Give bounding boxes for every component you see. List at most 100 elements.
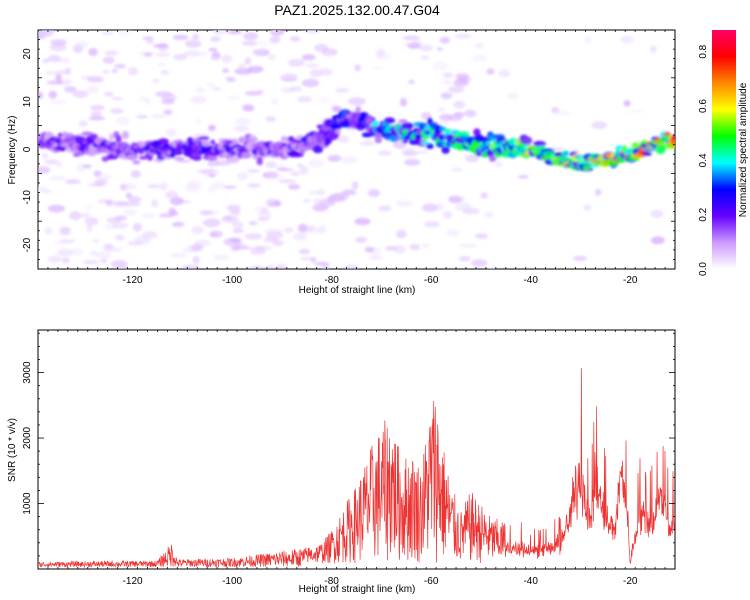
heatmap-noise-cell [327,154,342,162]
heatmap-noise-cell [351,181,359,190]
heatmap-noise-cell [160,70,170,75]
heatmap-noise-cell [55,74,62,82]
heatmap-noise-cell [257,217,270,222]
heatmap-noise-cell [487,265,496,269]
heatmap-noise-cell [111,222,129,229]
heatmap-noise-cell [92,238,100,244]
heatmap-ridge-cell [226,157,240,164]
heatmap-noise-cell [318,225,327,234]
heatmap-noise-cell [305,63,320,68]
heatmap-noise-cell [318,96,331,105]
heatmap-noise-cell [59,226,71,235]
heatmap-ridge-cell [355,106,362,113]
heatmap-noise-cell [97,199,115,204]
heatmap-noise-cell [111,96,123,101]
heatmap-noise-cell [102,69,110,74]
heatmap-noise-cell [290,172,300,176]
heatmap-ridge-cell [424,130,432,135]
heatmap-noise-cell [110,260,128,268]
heatmap-noise-cell [247,65,264,74]
x-tick-label: -80 [324,576,339,587]
heatmap-noise-cell [288,58,305,67]
heatmap-noise-cell [132,222,143,232]
heatmap-noise-cell [308,190,327,195]
heatmap-noise-cell [115,234,125,241]
x-tick-label: -120 [123,576,143,587]
heatmap-noise-cell [161,98,175,105]
heatmap-noise-cell [471,54,488,62]
heatmap-noise-cell [203,218,221,228]
heatmap-noise-cell [50,39,67,46]
y-tick-label: -10 [22,190,33,205]
heatmap-ridge-cell [312,145,324,154]
heatmap-noise-cell [451,167,463,173]
heatmap-noise-cell [101,31,114,36]
heatmap-ridge-cell [533,140,546,147]
heatmap-noise-cell [95,251,112,259]
snr-panel: -120 -100 -80 -60 -40 -20 1000 2000 3000 Height … [7,329,676,595]
heatmap-noise-cell [78,120,88,127]
heatmap-noise-cell [650,45,657,53]
heatmap-noise-cell [191,244,204,252]
heatmap-noise-cell [439,36,451,44]
heatmap-noise-cell [223,185,237,189]
heatmap-noise-cell [244,57,252,65]
heatmap-noise-cell [208,47,218,52]
heatmap-noise-cell [185,39,202,48]
heatmap-ridge-cell [238,136,246,144]
heatmap-noise-cell [337,135,350,144]
heatmap-noise-cell [385,246,398,251]
heatmap-noise-cell [354,217,371,226]
heatmap-noise-cell [89,250,98,256]
heatmap-noise-cell [594,189,602,196]
heatmap-ridge-cell [373,121,380,126]
colorbar-label: Normalized spectral amplitude [738,82,749,217]
heatmap-noise-cell [155,52,171,57]
heatmap-noise-cell [252,49,267,55]
heatmap-ridge-cell [121,130,130,140]
heatmap-noise-cell [184,182,201,192]
heatmap-noise-cell [437,121,451,124]
heatmap-noise-cell [64,86,77,93]
heatmap-noise-cell [650,236,665,245]
heatmap-noise-cell [168,207,177,216]
heatmap-noise-cell [229,237,242,243]
heatmap-noise-cell [440,92,453,99]
heatmap-noise-cell [190,95,207,104]
x-tick-label: -40 [523,576,538,587]
heatmap-noise-cell [377,150,392,156]
y-tick-label: 10 [22,96,33,108]
heatmap-noise-cell [47,54,61,63]
heatmap-noise-cell [86,76,104,83]
heatmap-noise-cell [48,90,58,99]
heatmap-noise-cell [243,32,259,41]
heatmap-noise-cell [213,254,230,261]
heatmap-ridge-cell [126,154,138,160]
heatmap-noise-cell [41,31,53,38]
heatmap-ridge-cell [115,135,122,143]
colorbar-tick-label: 0.0 [698,262,709,276]
heatmap-noise-cell [213,30,231,35]
heatmap-noise-cell [57,79,72,86]
heatmap-noise-cell [422,244,430,248]
heatmap-noise-cell [309,256,317,263]
heatmap-noise-cell [166,128,177,137]
heatmap-ridge-cell [252,154,258,160]
heatmap-ridge-cell [401,122,414,130]
heatmap-ridge-cell [197,136,210,140]
snr-series-line [38,368,675,569]
heatmap-noise-cell [130,170,141,178]
heatmap-ridge-cell [520,136,533,145]
heatmap-noise-cell [321,264,330,269]
heatmap-noise-cell [76,163,87,172]
heatmap-noise-cell [439,113,454,121]
heatmap-ridge-cell [201,140,211,147]
heatmap-noise-cell [90,105,105,111]
heatmap-noise-cell [344,264,359,269]
heatmap-noise-cell [144,97,151,105]
heatmap-cells [38,30,675,269]
heatmap-noise-cell [241,40,258,46]
colorbar-tick-label: 0.8 [698,44,709,58]
heatmap-noise-cell [375,48,386,57]
heatmap-noise-cell [88,48,98,56]
